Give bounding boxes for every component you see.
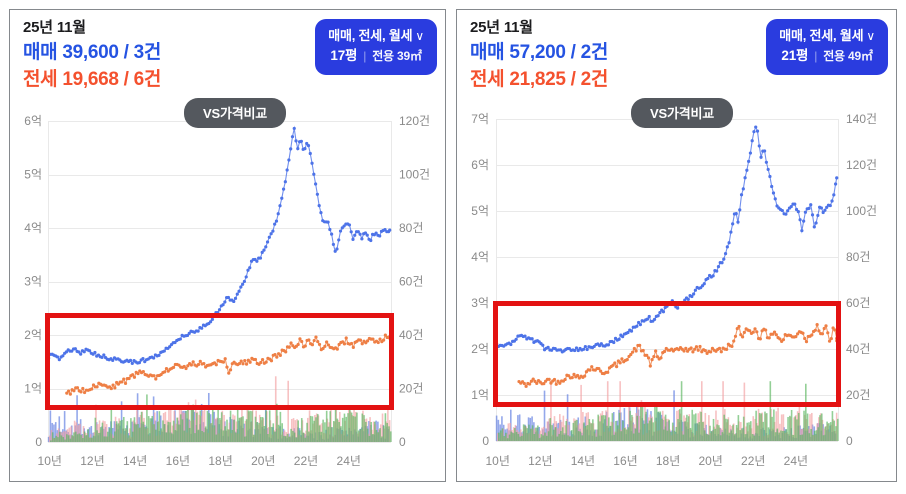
unit-type-filter-button[interactable]: 매매, 전세, 월세 ∨ 17평 | 전용 39㎡ [315, 19, 437, 76]
area-label: 전용 49㎡ [823, 49, 873, 64]
divider: | [363, 49, 367, 64]
chart-area [457, 90, 893, 482]
price-history-chart [10, 90, 446, 482]
chevron-down-icon: ∨ [415, 29, 424, 43]
filter-types-label: 매매, 전세, 월세 [328, 28, 413, 43]
vs-compare-badge[interactable]: VS가격비교 [631, 98, 733, 128]
chart-area [10, 90, 446, 482]
date-label: 25년 11월 [23, 19, 86, 36]
date-label: 25년 11월 [470, 19, 533, 36]
chart-panel-left: 25년 11월 매매 39,600 / 3건 전세 19,668 / 6건 매매… [9, 9, 446, 482]
price-history-chart [457, 90, 893, 482]
chart-panel-right: 25년 11월 매매 57,200 / 2건 전세 21,825 / 2건 매매… [456, 9, 897, 482]
vs-compare-badge[interactable]: VS가격비교 [184, 98, 286, 128]
chevron-down-icon: ∨ [866, 29, 875, 43]
filter-types-label: 매매, 전세, 월세 [779, 28, 864, 43]
jeonse-price-summary: 전세 19,668 / 6건 [23, 69, 162, 90]
pyeong-label: 17평 [330, 48, 358, 64]
pyeong-label: 21평 [781, 48, 809, 64]
divider: | [814, 49, 818, 64]
unit-type-filter-button[interactable]: 매매, 전세, 월세 ∨ 21평 | 전용 49㎡ [766, 19, 888, 76]
jeonse-price-summary: 전세 21,825 / 2건 [470, 69, 609, 90]
area-label: 전용 39㎡ [372, 49, 422, 64]
sale-price-summary: 매매 57,200 / 2건 [470, 42, 609, 63]
sale-price-summary: 매매 39,600 / 3건 [23, 42, 162, 63]
